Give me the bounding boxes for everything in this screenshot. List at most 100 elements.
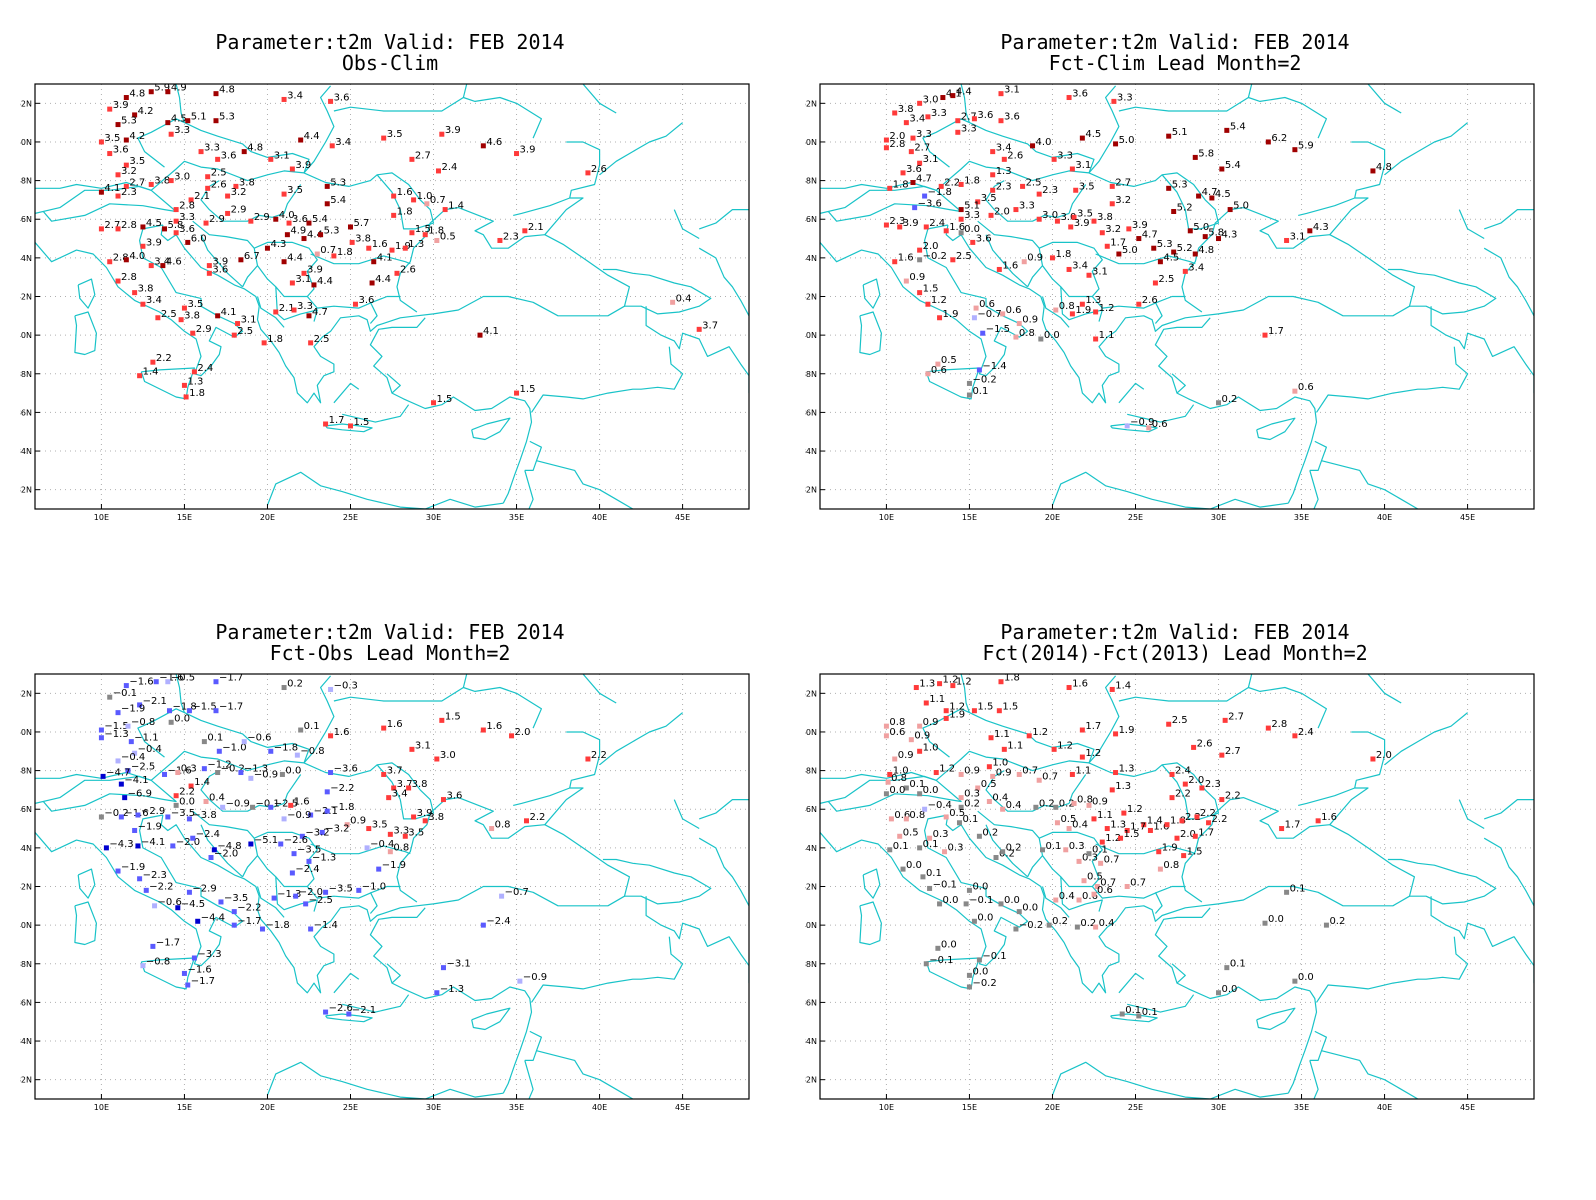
station-value-label: 1.5 [923, 284, 939, 295]
station-marker [971, 708, 977, 714]
station-value-label: 1.5 [445, 711, 461, 722]
station-value-label: 5.9 [1298, 141, 1314, 152]
station-marker [181, 305, 187, 311]
station-value-label: 1.3 [1085, 295, 1101, 306]
station-marker [1179, 818, 1185, 824]
station-value-label: 2.9 [209, 214, 225, 225]
station-marker [271, 895, 277, 901]
station-marker [1109, 686, 1115, 692]
station-value-label: 0.9 [914, 731, 930, 742]
station-marker [883, 723, 889, 729]
lon-tick-label: 45E [1460, 1103, 1475, 1110]
station-value-label: 5.1 [964, 201, 980, 212]
station-marker [323, 421, 329, 427]
station-value-label: 5.7 [353, 218, 369, 229]
lon-tick-label: 30E [426, 513, 441, 520]
station-value-label: 0.5 [1087, 872, 1103, 883]
station-value-label: 2.7 [1228, 711, 1244, 722]
station-marker [1219, 752, 1225, 758]
station-value-label: 2.1 [279, 303, 295, 314]
station-marker [480, 727, 486, 733]
station-marker [1116, 251, 1122, 257]
station-value-label: 1.9 [1075, 305, 1091, 316]
station-marker [971, 315, 977, 321]
station-value-label: 3.1 [241, 315, 257, 326]
station-marker [152, 903, 158, 909]
station-value-label: 1.5 [1187, 847, 1203, 858]
lon-tick-label: 45E [675, 513, 690, 520]
station-value-label: −0.2 [221, 764, 245, 775]
station-value-label: 4.0 [129, 251, 145, 262]
station-marker [268, 156, 274, 162]
station-value-label: −0.2 [923, 251, 947, 262]
station-value-label: 1.7 [1110, 237, 1126, 248]
station-marker [910, 180, 916, 186]
station-marker [1202, 234, 1208, 240]
station-value-label: 4.4 [304, 131, 320, 142]
station-value-label: −0.4 [138, 744, 162, 755]
station-value-label: 2.8 [179, 201, 195, 212]
lat-tick-label: 52N [805, 99, 817, 108]
station-marker [289, 166, 295, 172]
stations: −0.1−1.6 −1.6−0.5 −1.7−2.1−1.9 −1.8−1.5 −1.7… [98, 674, 607, 1017]
station-marker [1079, 135, 1085, 141]
station-marker [1069, 166, 1075, 172]
station-value-label: 4.6 [486, 137, 502, 148]
station-value-label: 2.7 [129, 177, 145, 188]
station-marker [286, 220, 292, 226]
station-marker [1284, 889, 1290, 895]
station-value-label: 0.0 [285, 765, 301, 776]
station-marker [347, 224, 353, 230]
station-value-label: 5.3 [1157, 239, 1173, 250]
station-marker [173, 230, 179, 236]
station-marker [191, 369, 197, 375]
station-value-label: −1.8 [274, 742, 298, 753]
station-marker [115, 868, 121, 874]
station-marker [1093, 309, 1099, 315]
station-value-label: 0.2 [1329, 916, 1345, 927]
station-marker [1036, 191, 1042, 197]
station-value-label: 0.9 [1022, 315, 1038, 326]
station-value-label: 5.3 [324, 226, 340, 237]
station-marker [892, 756, 898, 762]
station-value-label: 5.1 [1172, 127, 1188, 138]
station-marker [908, 149, 914, 155]
station-marker [920, 874, 926, 880]
station-value-label: 3.0 [923, 94, 939, 105]
station-marker [927, 885, 933, 891]
station-value-label: 3.5 [104, 133, 120, 144]
station-marker [1370, 168, 1376, 174]
station-value-label: 0.5 [903, 827, 919, 838]
station-marker [1192, 154, 1198, 160]
station-value-label: 0.0 [179, 796, 195, 807]
station-marker [950, 93, 956, 99]
station-value-label: −2.3 [143, 870, 167, 881]
station-marker [442, 207, 448, 213]
station-marker [883, 791, 889, 797]
station-value-label: 4.2 [138, 106, 154, 117]
station-value-label: 1.6 [387, 719, 403, 730]
station-marker [185, 239, 191, 245]
station-marker [347, 423, 353, 429]
station-value-label: 3.9 [146, 237, 162, 248]
station-marker [1001, 156, 1007, 162]
station-value-label: 6.0 [191, 233, 207, 244]
station-marker [1113, 141, 1119, 147]
station-marker [1081, 878, 1087, 884]
station-marker [1040, 847, 1046, 853]
lat-tick-label: 38N [20, 960, 32, 969]
station-value-label: 2.2 [1185, 812, 1201, 823]
station-value-label: 0.9 [898, 750, 914, 761]
station-value-label: 4.2 [129, 131, 145, 142]
station-marker [1016, 909, 1022, 915]
panel-title-line2: Obs-Clim [341, 51, 439, 75]
station-value-label: 0.6 [1152, 419, 1168, 430]
station-marker [1194, 814, 1200, 820]
station-value-label: 3.4 [154, 257, 170, 268]
station-value-label: 0.2 [1080, 918, 1096, 929]
station-marker [213, 679, 219, 685]
station-marker [1016, 321, 1022, 327]
lon-tick-label: 10E [879, 1103, 894, 1110]
station-marker [998, 901, 1004, 907]
station-value-label: 5.8 [168, 220, 184, 231]
